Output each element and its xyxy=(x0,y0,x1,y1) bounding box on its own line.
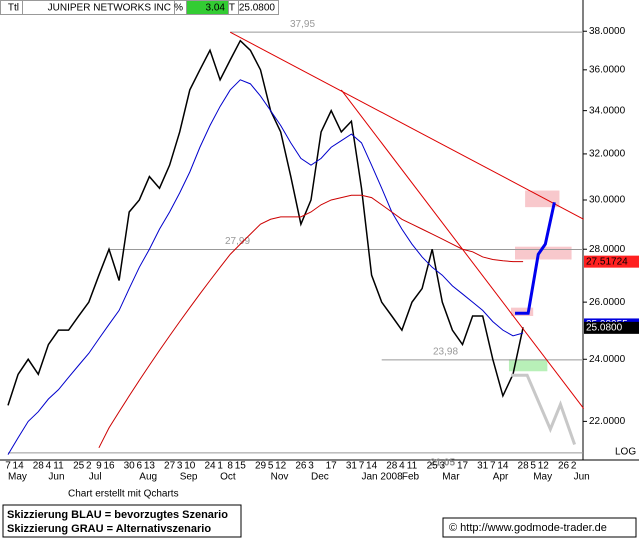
x-tick-label: 17 xyxy=(457,461,469,472)
price-line xyxy=(98,194,524,449)
x-tick-label: 7 xyxy=(5,461,11,472)
copyright-box[interactable] xyxy=(442,517,637,538)
x-tick-label: 3 xyxy=(308,461,314,472)
header-text: 3.04 xyxy=(206,3,226,14)
legend-gray: Skizzierung GRAU = Alternativszenario xyxy=(7,523,211,535)
month-label: Nov xyxy=(271,472,289,483)
x-tick-label: 25 xyxy=(73,461,85,472)
x-tick-label: 2 xyxy=(571,461,577,472)
x-tick-label: 24 xyxy=(204,461,216,472)
x-tick-label: 13 xyxy=(144,461,156,472)
x-tick-label: 26 xyxy=(558,461,570,472)
x-tick-label: 25 xyxy=(427,461,439,472)
month-label: Oct xyxy=(220,472,236,483)
x-tick-label: 28 xyxy=(33,461,45,472)
x-tick-label: 30 xyxy=(124,461,136,472)
price-tag xyxy=(584,255,639,268)
trendline xyxy=(340,89,585,409)
y-tick-label: 30.0000 xyxy=(589,195,626,206)
month-label: May xyxy=(8,472,27,483)
y-tick-label: 32.0000 xyxy=(589,149,626,160)
x-tick-label: 28 xyxy=(518,461,530,472)
price-line xyxy=(7,79,524,455)
header-cell xyxy=(238,0,279,15)
level-label: 21,05 xyxy=(430,458,455,469)
x-tick-label: 14 xyxy=(366,461,378,472)
y-tick-label: 36.0000 xyxy=(589,64,626,75)
x-tick-label: 5 xyxy=(530,461,536,472)
credit: Chart erstellt mit Qcharts xyxy=(68,489,179,500)
x-tick-label: 15 xyxy=(235,461,247,472)
zone xyxy=(508,359,548,372)
x-tick-label: 14 xyxy=(13,461,25,472)
header-text: 25.0800 xyxy=(239,3,276,14)
month-label: Aug xyxy=(139,472,157,483)
trendline xyxy=(229,31,584,220)
y-tick-label: 26.0000 xyxy=(589,297,626,308)
y-tick-label: 28.0000 xyxy=(589,244,626,255)
month-label: May xyxy=(533,472,552,483)
month-label: Feb xyxy=(402,472,420,483)
header-text: JUNIPER NETWORKS INC xyxy=(48,3,171,14)
x-tick-label: 8 xyxy=(227,461,233,472)
month-label: Mar xyxy=(442,472,460,483)
legend-blue: Skizzierung BLAU = bevorzugtes Szenario xyxy=(7,509,228,521)
x-tick-label: 29 xyxy=(255,461,267,472)
x-tick-label: 17 xyxy=(326,461,338,472)
price-tag xyxy=(584,321,639,334)
x-tick-label: 7 xyxy=(359,461,365,472)
month-label: Jun xyxy=(574,472,590,483)
x-tick-label: 3 xyxy=(440,461,446,472)
month-label: Jan 2008 xyxy=(362,472,404,483)
x-tick-label: 4 xyxy=(399,461,405,472)
header-text: T xyxy=(229,3,235,14)
x-tick-label: 28 xyxy=(386,461,398,472)
y-tick-label: 38.0000 xyxy=(589,26,626,37)
price-tag-label: 25.0800 xyxy=(586,322,623,333)
month-label: Jun xyxy=(48,472,64,483)
y-tick-label: 34.0000 xyxy=(589,105,626,116)
x-tick-label: 31 xyxy=(477,461,489,472)
level-label: 27,99 xyxy=(225,236,250,247)
x-tick-label: 5 xyxy=(268,461,274,472)
zone xyxy=(525,190,560,208)
month-label: Sep xyxy=(180,472,198,483)
x-tick-label: 16 xyxy=(103,461,115,472)
month-label: Dec xyxy=(311,472,329,483)
x-tick-label: 3 xyxy=(177,461,183,472)
x-tick-label: 12 xyxy=(275,461,287,472)
scenario xyxy=(510,373,577,445)
x-tick-label: 7 xyxy=(490,461,496,472)
y-tick-label: 24.0000 xyxy=(589,354,626,365)
month-label: Apr xyxy=(493,472,509,483)
month-label: Jul xyxy=(89,472,102,483)
x-tick-label: 27 xyxy=(164,461,176,472)
x-tick-label: 1 xyxy=(217,461,223,472)
x-tick-label: 10 xyxy=(184,461,196,472)
x-tick-label: 12 xyxy=(538,461,550,472)
price-line xyxy=(7,39,524,406)
x-tick-label: 6 xyxy=(137,461,143,472)
level-label: 37,95 xyxy=(290,19,315,30)
x-tick-label: 9 xyxy=(96,461,102,472)
copyright[interactable]: © http://www.godmode-trader.de xyxy=(449,522,607,534)
x-tick-label: 11 xyxy=(53,461,64,472)
x-tick-label: 11 xyxy=(407,461,418,472)
x-tick-label: 31 xyxy=(346,461,358,472)
y-tick-label: 22.0000 xyxy=(589,416,626,427)
legend-box xyxy=(2,504,242,538)
header-text: Ttl xyxy=(8,3,19,14)
log-label: LOG xyxy=(615,447,636,458)
level-label: 23,98 xyxy=(433,347,458,358)
price-tag-label: 27.51724 xyxy=(586,256,628,267)
x-tick-label: 2 xyxy=(86,461,92,472)
x-tick-label: 4 xyxy=(46,461,52,472)
scenario xyxy=(515,202,556,315)
header-text: % xyxy=(174,3,183,14)
x-tick-label: 14 xyxy=(497,461,509,472)
x-tick-label: 26 xyxy=(295,461,307,472)
